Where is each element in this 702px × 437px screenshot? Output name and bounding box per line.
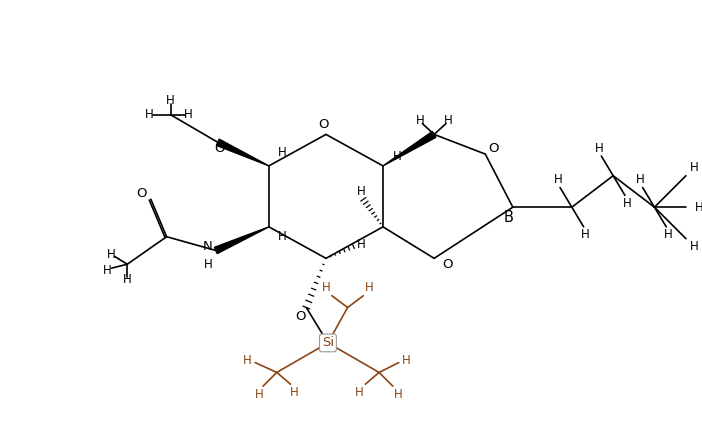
Polygon shape <box>383 132 436 166</box>
Text: Si: Si <box>322 336 334 350</box>
Text: H: H <box>444 114 452 127</box>
Text: H: H <box>623 197 631 210</box>
Text: O: O <box>215 142 225 155</box>
Text: H: H <box>636 173 645 186</box>
Text: H: H <box>664 228 673 241</box>
Text: H: H <box>103 264 112 277</box>
Text: H: H <box>554 173 562 186</box>
Text: H: H <box>184 108 192 121</box>
Text: O: O <box>295 310 305 323</box>
Text: H: H <box>689 240 698 253</box>
Text: H: H <box>581 228 590 241</box>
Text: H: H <box>395 388 403 401</box>
Text: H: H <box>278 230 287 243</box>
Text: H: H <box>357 238 366 251</box>
Text: H: H <box>204 258 212 271</box>
Text: H: H <box>322 281 331 295</box>
Polygon shape <box>216 139 269 166</box>
Text: H: H <box>695 201 702 214</box>
Text: H: H <box>595 142 604 155</box>
Text: H: H <box>255 388 263 401</box>
Text: H: H <box>123 274 132 287</box>
Polygon shape <box>214 227 269 253</box>
Text: H: H <box>402 354 411 367</box>
Text: O: O <box>488 142 498 155</box>
Text: H: H <box>357 185 366 198</box>
Text: B: B <box>504 209 514 225</box>
Text: H: H <box>107 248 116 261</box>
Text: N: N <box>203 240 213 253</box>
Text: H: H <box>166 94 175 108</box>
Text: H: H <box>290 385 299 399</box>
Text: O: O <box>135 187 146 200</box>
Text: H: H <box>392 149 401 163</box>
Text: H: H <box>278 146 287 159</box>
Text: H: H <box>689 161 698 174</box>
Text: H: H <box>365 281 373 295</box>
Text: H: H <box>145 108 153 121</box>
Text: O: O <box>443 258 453 271</box>
Text: H: H <box>243 354 251 367</box>
Text: H: H <box>416 114 425 127</box>
Text: O: O <box>319 118 329 131</box>
Text: H: H <box>355 385 364 399</box>
